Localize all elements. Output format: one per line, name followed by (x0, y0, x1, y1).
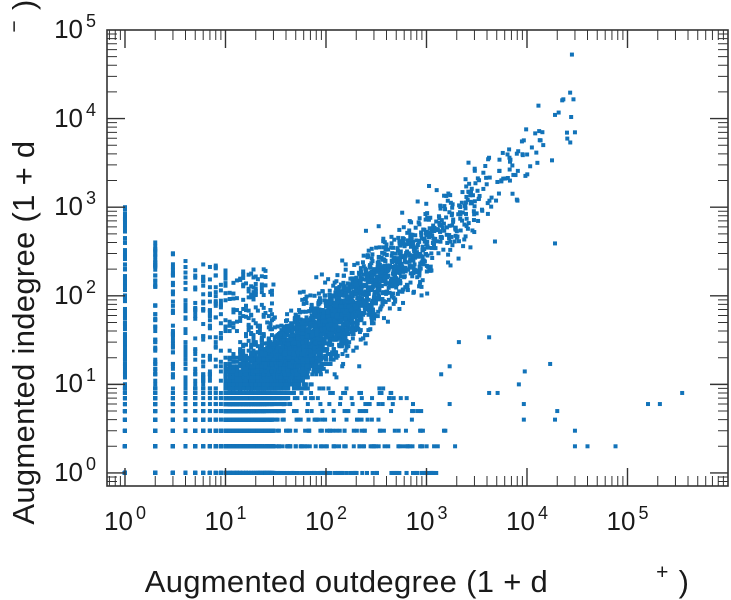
x-tick-label-1e3: 10 3 (405, 503, 448, 536)
x-tick-label-1e2: 10 2 (305, 503, 347, 536)
x-tick-label-1e0: 10 0 (104, 503, 146, 536)
y-tick-label-1e5: 10 5 (54, 11, 96, 44)
y-axis-title-superscript: − (3, 19, 26, 33)
y-axis-title-text: Augmented indegree (1 + d (6, 140, 41, 525)
x-tick-label-1e1: 10 1 (204, 503, 247, 536)
x-tick-label-1e5: 10 5 (606, 503, 649, 536)
y-axis-title-suffix: ) (6, 0, 41, 10)
x-axis-title-superscript: + (656, 561, 669, 584)
x-tick-label-1e4: 10 4 (506, 503, 548, 536)
y-tick-label-1e2: 10 2 (54, 276, 96, 310)
x-axis-title: Augmented outdegree (1 + d +) (144, 561, 690, 600)
x-axis-title-text: Augmented outdegree (1 + d (144, 564, 549, 599)
y-tick-label-1e1: 10 1 (54, 365, 96, 399)
y-axis-title: Augmented indegree (1 + d −) (3, 0, 42, 525)
y-tick-label-1e0: 10 0 (54, 453, 96, 487)
x-axis-title-suffix: ) (678, 564, 690, 599)
y-tick-label-1e4: 10 4 (54, 99, 96, 133)
y-tick-label-1e3: 10 3 (54, 188, 96, 222)
